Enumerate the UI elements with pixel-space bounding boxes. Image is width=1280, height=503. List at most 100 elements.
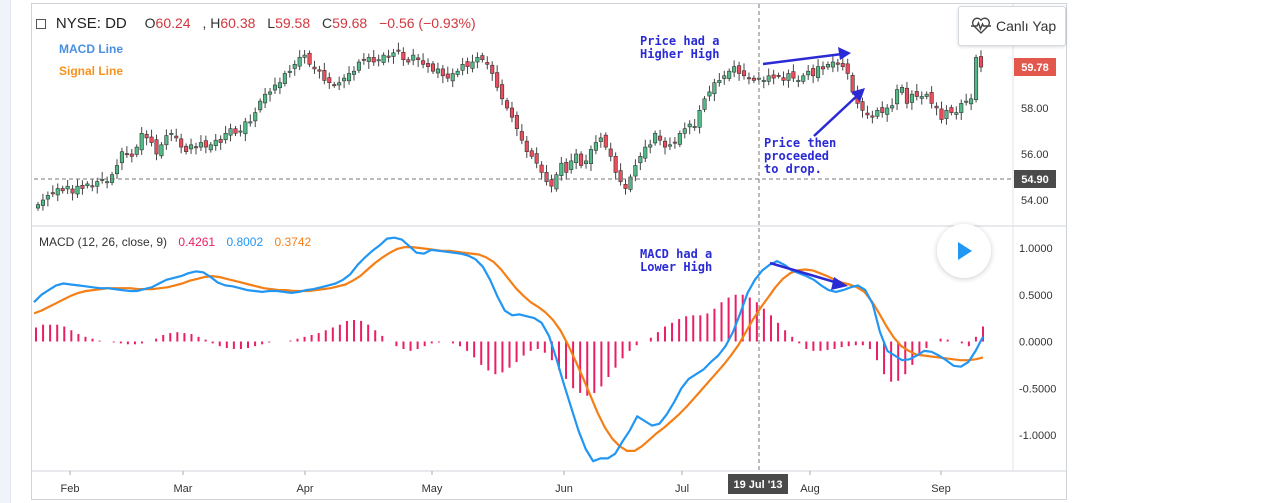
play-icon xyxy=(958,242,972,260)
candle-body xyxy=(406,59,411,63)
candle-body xyxy=(588,149,593,164)
candle-body xyxy=(677,133,682,145)
candle-body xyxy=(969,98,974,105)
candle-body xyxy=(475,57,480,63)
time-tick-label: Jun xyxy=(555,483,573,495)
candle-body xyxy=(189,144,194,150)
candle-body xyxy=(564,161,569,173)
candle-body xyxy=(460,64,465,71)
heartbeat-icon xyxy=(971,17,991,34)
candle-body xyxy=(598,137,603,142)
candle-body xyxy=(228,128,233,136)
time-tick-label: Jul xyxy=(675,483,689,495)
go-live-button[interactable]: Canlı Yap xyxy=(958,6,1066,46)
play-button[interactable] xyxy=(937,224,991,278)
price-tick-label: 56.00 xyxy=(1021,149,1049,161)
candle-body xyxy=(974,57,979,101)
candle-body xyxy=(60,188,65,192)
candle-body xyxy=(411,54,416,61)
candle-body xyxy=(890,105,895,109)
candle-body xyxy=(648,144,653,148)
go-live-label: Canlı Yap xyxy=(996,18,1057,34)
candle-body xyxy=(870,115,875,118)
time-tick-label: Apr xyxy=(296,483,313,495)
candle-body xyxy=(297,57,302,67)
candle-body xyxy=(322,69,327,81)
macd-indicator-header: MACD (12, 26, close, 9) 0.4261 0.8002 0.… xyxy=(39,235,319,249)
candle-body xyxy=(549,179,554,187)
time-tick-label: Sep xyxy=(931,483,951,495)
candle-body xyxy=(218,138,223,143)
candle-body xyxy=(623,184,628,189)
candle-body xyxy=(885,107,890,115)
macd-tick-label: -1.0000 xyxy=(1019,430,1056,442)
candle-body xyxy=(618,170,623,182)
candle-body xyxy=(658,135,663,141)
macd-tick-label: 1.0000 xyxy=(1019,243,1053,255)
candle-body xyxy=(114,165,120,175)
arrow-lower-high-head xyxy=(831,277,848,290)
candle-body xyxy=(253,112,258,122)
candle-body xyxy=(741,70,747,77)
candle-body xyxy=(712,82,717,95)
candle-body xyxy=(258,100,263,111)
candle-body xyxy=(539,164,544,173)
candle-body xyxy=(317,69,322,72)
candle-body xyxy=(119,151,124,164)
candle-body xyxy=(579,153,584,166)
arrow-price-drop-head xyxy=(851,88,865,102)
candle-body xyxy=(347,73,352,82)
candle-body xyxy=(954,112,959,115)
candle-body xyxy=(544,172,549,182)
candle-body xyxy=(90,185,95,188)
change-value: −0.56 (−0.93%) xyxy=(379,15,476,31)
annotation-price-drop: Price then proceeded to drop. xyxy=(764,137,836,176)
candle-body xyxy=(603,134,608,148)
arrow-higher-high xyxy=(762,52,843,66)
candle-body xyxy=(45,195,50,200)
candle-body xyxy=(287,70,292,73)
annotation-price-drop-line: to drop. xyxy=(764,162,822,176)
collapse-square-icon[interactable] xyxy=(36,19,46,29)
annotation-price-drop-line: proceeded xyxy=(764,149,830,163)
candle-body xyxy=(139,133,144,151)
candle-body xyxy=(949,107,954,113)
candle-body xyxy=(40,199,45,206)
candle-body xyxy=(70,188,75,194)
candle-body xyxy=(899,87,905,93)
candle-body xyxy=(904,87,909,104)
open-label: O xyxy=(144,15,156,31)
candle-body xyxy=(934,105,939,109)
candle-body xyxy=(643,146,648,159)
candle-body xyxy=(159,144,164,157)
macd-tick-label: 0.5000 xyxy=(1019,290,1053,302)
annotation-price-higher-high: Price had a Higher High xyxy=(640,35,719,61)
candle-body xyxy=(203,140,208,148)
candle-body xyxy=(519,131,524,141)
candle-body xyxy=(534,153,539,164)
signal-line-series xyxy=(33,246,984,452)
candle-body xyxy=(875,110,880,117)
candle-body xyxy=(421,60,426,65)
arrow-higher-high-head xyxy=(838,47,851,60)
candle-body xyxy=(939,108,944,120)
last-price-tag xyxy=(1014,58,1056,76)
candle-body xyxy=(174,135,179,139)
candle-body xyxy=(682,128,687,134)
candle-body xyxy=(820,66,826,70)
candle-body xyxy=(105,181,110,184)
candle-body xyxy=(450,73,455,82)
candle-body xyxy=(860,101,865,111)
candle-body xyxy=(213,139,218,147)
candle-body xyxy=(756,77,761,80)
candle-body xyxy=(687,123,692,128)
candle-body xyxy=(75,185,80,195)
macd-hist-value: 0.4261 xyxy=(178,235,216,249)
macd-title: MACD (12, 26, close, 9) xyxy=(39,235,168,249)
crosshair-date-text: 19 Jul '13 xyxy=(733,479,782,491)
candle-body xyxy=(509,107,514,118)
candle-body xyxy=(583,160,589,164)
left-toolbar-strip xyxy=(0,0,11,503)
low-value: 59.58 xyxy=(275,15,311,31)
